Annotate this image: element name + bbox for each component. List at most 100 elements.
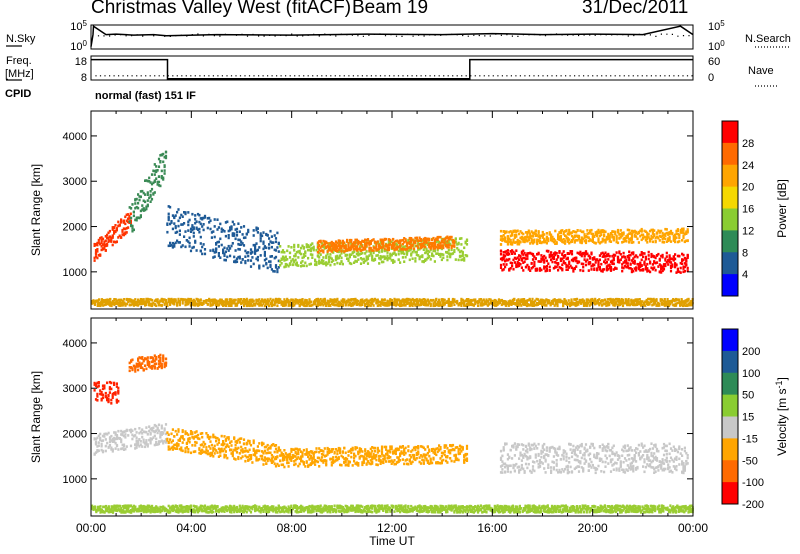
power-cell [100,238,103,242]
power-cell [511,243,514,246]
power-cell [614,254,617,257]
power-cell [543,239,546,242]
power-cell [217,252,220,255]
power-cell [322,262,325,266]
power-cell [591,232,594,236]
power-cell [511,241,514,245]
velocity-cell [141,432,144,435]
power-cell [106,299,109,303]
power-cell [410,299,413,302]
power-cell [390,244,393,248]
velocity-cell [159,431,162,434]
power-cell [591,237,594,240]
power-cell [539,300,542,304]
power-cell [548,301,551,305]
power-cell [376,254,379,257]
power-cell [630,229,633,233]
power-cell [453,303,456,306]
power-cell [616,303,619,307]
power-cell [421,245,424,249]
power-cell [106,298,109,301]
power-cell [509,299,512,303]
velocity-cell [129,428,133,432]
power-cell [460,249,463,253]
power-cell [392,301,395,304]
power-cell [128,214,131,218]
power-cell [399,247,402,250]
power-cell [458,237,462,240]
power-cell [570,239,574,242]
power-cell [515,265,518,269]
power-cell [671,263,674,266]
power-cell [300,261,303,264]
power-cell [484,302,487,306]
velocity-cell [163,429,166,432]
velocity-cell [117,399,120,403]
power-cell [103,303,106,307]
power-cell [220,230,223,233]
power-cell [180,245,183,249]
power-cell [606,303,609,307]
power-cell [678,254,681,258]
nave-tick-bottom: 0 [708,72,714,84]
power-cell [431,299,434,302]
velocity-cell [167,441,170,444]
power-cell [603,255,606,258]
power-cell [683,240,686,243]
power-cell [502,257,505,261]
nsearch-tick-bottom: 100 [708,39,725,53]
power-cell [564,242,567,245]
power-cell [456,243,459,246]
power-cell [231,242,234,245]
power-cell [511,262,514,265]
power-cell [309,249,312,253]
power-cell [329,246,332,250]
power-cell [163,169,166,172]
power-cell [261,299,264,303]
power-cell [470,303,473,306]
power-cell [227,302,230,305]
power-cell [272,298,275,302]
freq-tick-bottom: 8 [81,72,87,84]
power-ytick-label: 4000 [63,131,87,143]
velocity-cell [143,430,147,434]
power-cell [387,238,390,241]
power-cell [626,233,629,237]
power-cell [562,241,565,244]
power-cell [555,242,558,245]
power-cell [102,301,105,304]
power-cell [162,178,165,181]
power-cell [293,303,296,307]
power-cell [603,253,606,256]
power-cell [114,229,117,233]
power-cell [385,301,388,305]
velocity-cell [145,357,148,361]
power-cell [354,299,357,302]
power-cell [164,150,168,154]
power-cell [132,214,135,218]
power-cell [319,302,322,306]
power-cell [683,232,686,236]
power-cell [607,232,610,236]
power-cell [499,263,503,267]
power-cell [447,236,450,240]
power-cell [560,300,563,303]
power-cell [593,256,596,259]
power-cell [558,231,561,235]
power-cell [666,300,669,303]
power-cell [544,239,547,243]
power-cell [447,304,450,307]
power-cell [428,250,431,254]
power-cell [544,269,547,273]
power-cell [465,238,469,242]
velocity-cell [103,384,106,387]
power-cell [145,297,148,301]
velocity-cell [131,358,134,362]
power-cell [180,223,183,226]
power-cell [464,254,467,257]
power-cell [279,264,282,267]
velocity-cell [159,435,162,439]
power-cell [256,299,259,302]
power-cell [605,266,608,270]
power-cell [238,298,241,301]
